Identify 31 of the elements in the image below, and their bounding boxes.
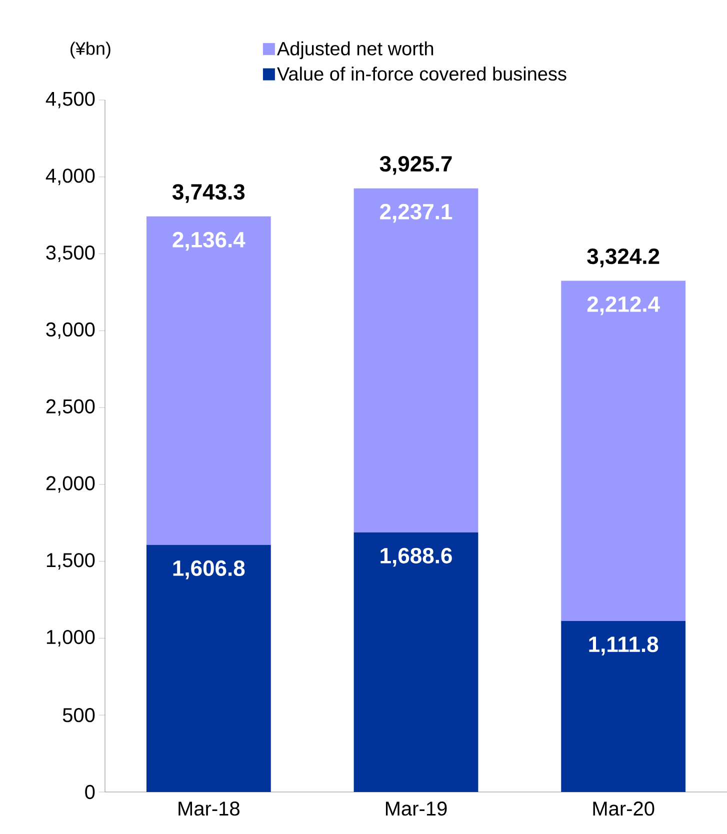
bar <box>146 216 271 545</box>
data-label: 1,688.6 <box>380 548 452 567</box>
y-tick-label: 3,500 <box>46 246 95 262</box>
bar <box>561 621 686 792</box>
x-tick-label: Mar-20 <box>593 802 654 816</box>
bar <box>146 544 271 792</box>
data-label: 2,136.4 <box>172 232 246 251</box>
y-tick-label: 1,000 <box>46 630 95 646</box>
total-label: 3,743.3 <box>172 184 245 203</box>
total-label: 3,324.2 <box>587 248 660 268</box>
legend-label: Value of in-force covered business <box>277 66 566 81</box>
y-tick-label: 4,000 <box>46 168 95 186</box>
total-label: 3,925.7 <box>380 156 452 175</box>
y-tick-label: 4,500 <box>46 92 95 108</box>
y-tick-label: 500 <box>62 708 95 722</box>
x-tick-label: Mar-19 <box>386 802 447 816</box>
data-label: 1,606.8 <box>173 560 245 580</box>
y-tick-label: 0 <box>85 784 95 800</box>
data-label: 2,212.4 <box>587 296 660 316</box>
y-tick-label: 1,500 <box>46 553 95 570</box>
x-tick-label: Mar-18 <box>178 802 240 816</box>
bar <box>354 188 478 532</box>
y-axis-title: (¥bn) <box>70 42 110 58</box>
data-label: 1,111.8 <box>589 636 658 656</box>
y-tick-label: 2,500 <box>46 399 95 416</box>
bar <box>354 532 478 792</box>
legend-label: Adjusted net worth <box>276 41 434 60</box>
y-tick-label: 2,000 <box>46 476 95 493</box>
data-label: 2,237.1 <box>380 204 452 223</box>
bar <box>561 280 686 622</box>
y-tick-label: 3,000 <box>46 322 95 339</box>
